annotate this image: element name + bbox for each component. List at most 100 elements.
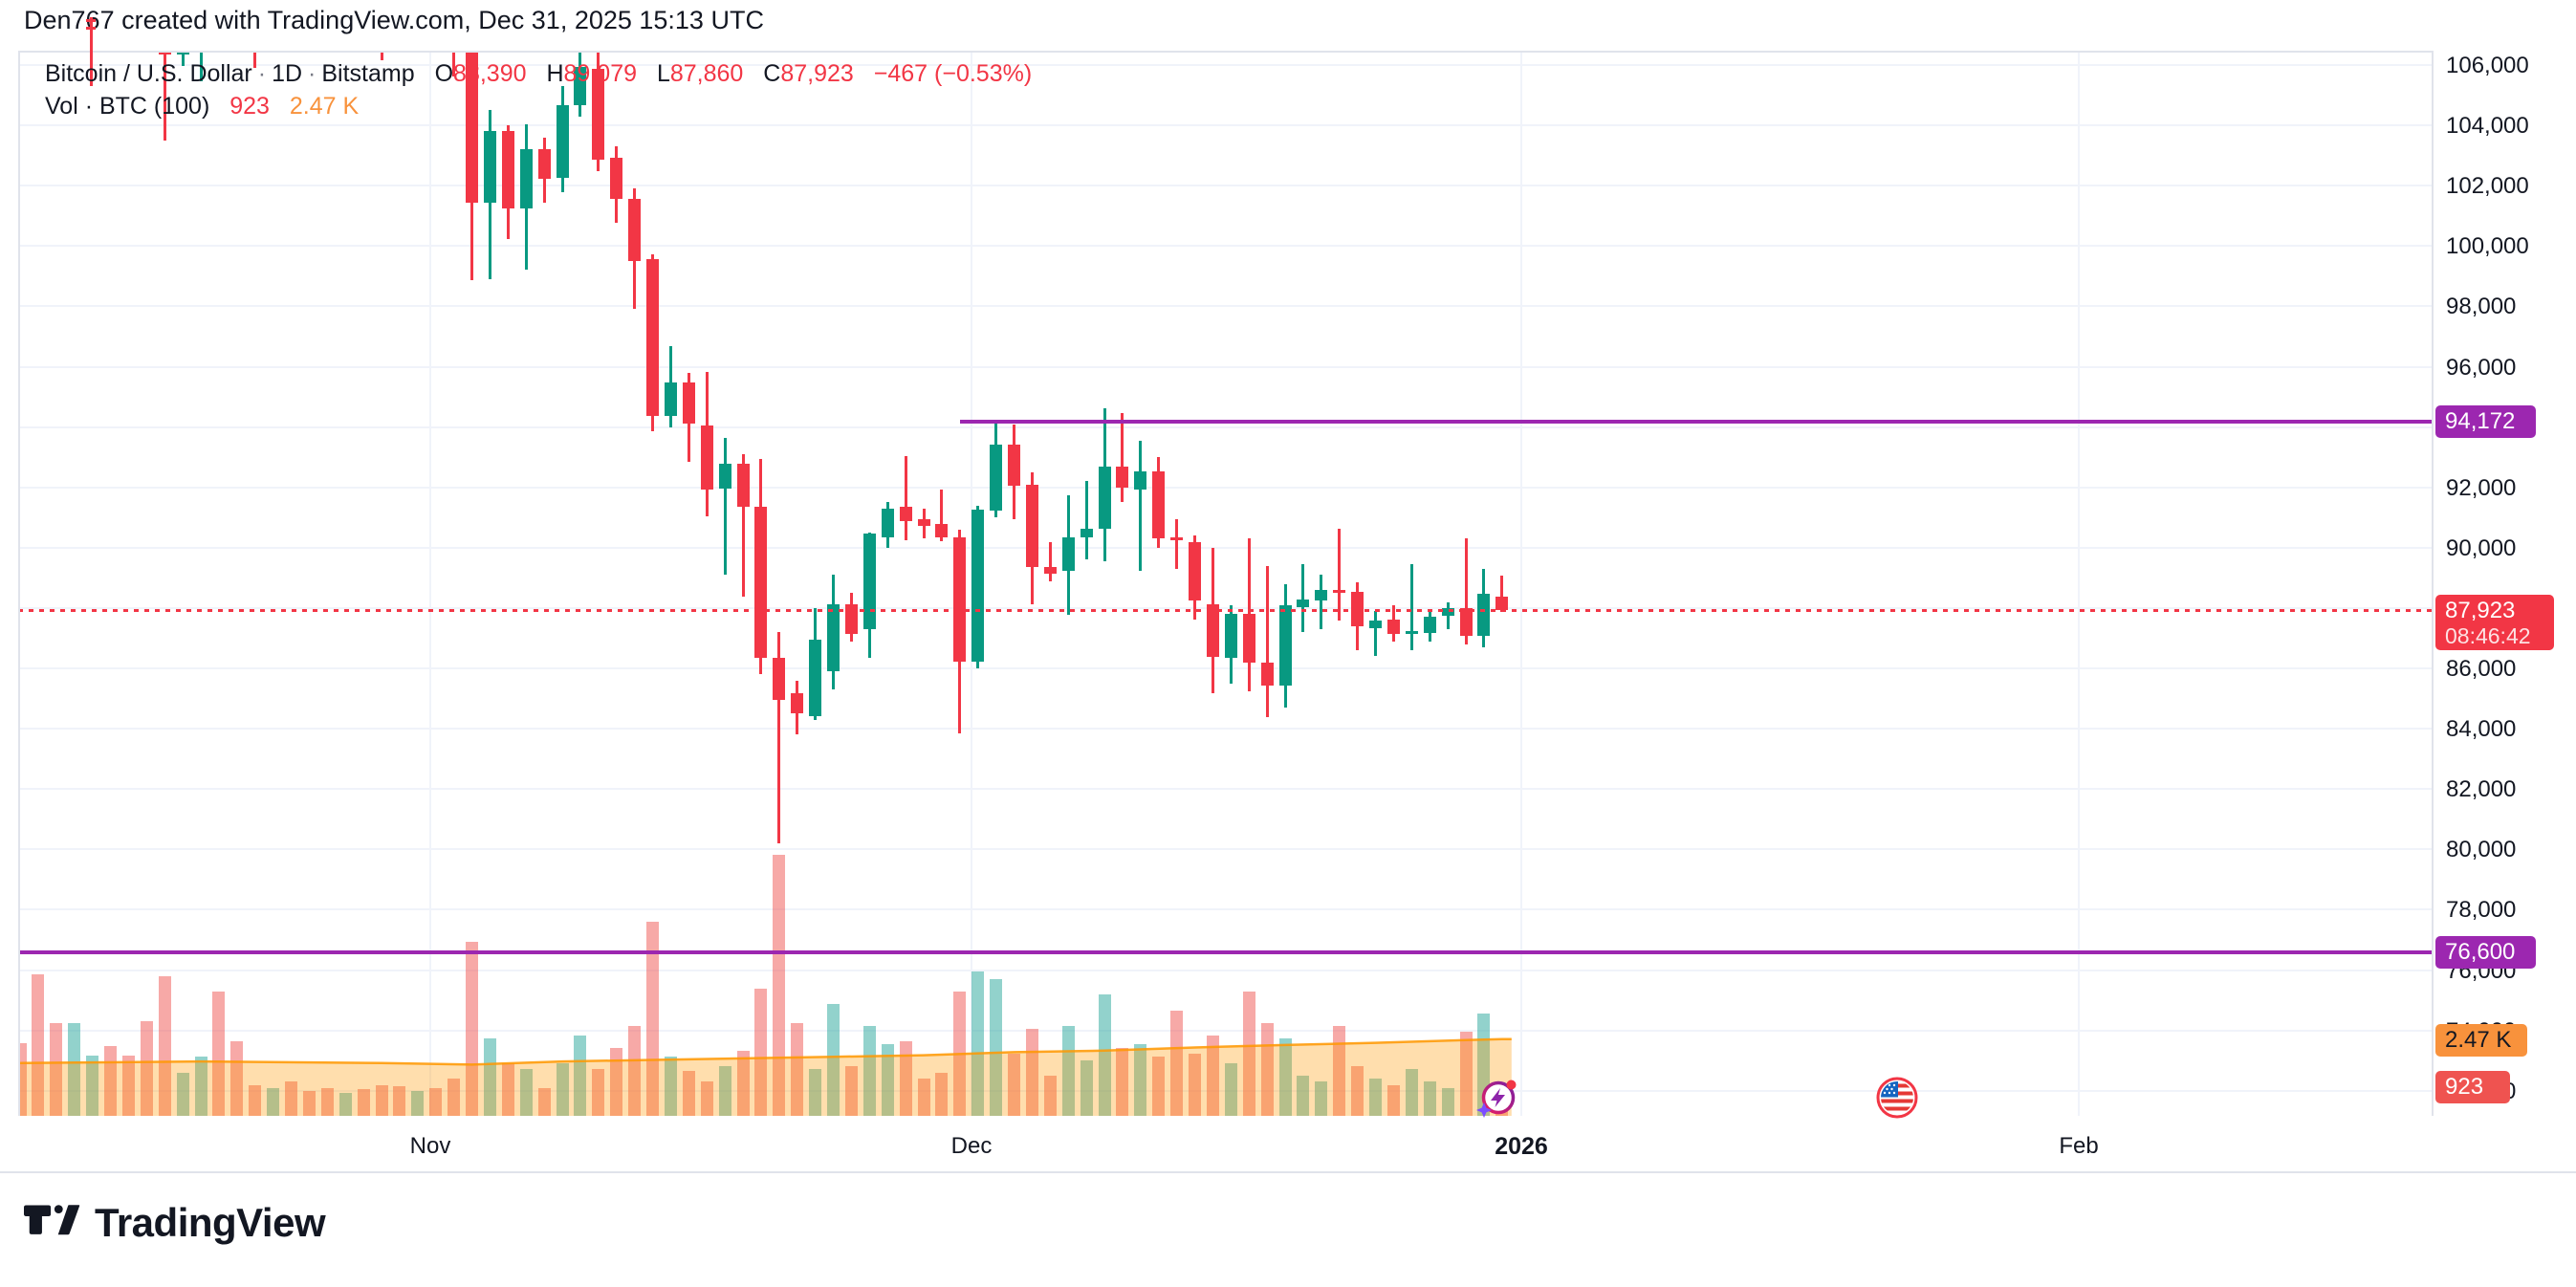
candle [899,506,912,522]
price-tick-label: 82,000 [2446,776,2517,803]
vertical-gridline [971,51,972,1116]
volume-bar [1043,1075,1057,1116]
volume-bar [1405,1069,1418,1116]
candle [827,604,840,672]
horizontal-gridline [18,969,2432,971]
volume-bar [574,1035,587,1116]
volume-bar [537,1087,551,1116]
volume-bar [1134,1044,1147,1116]
volume-bar [50,1022,63,1116]
volume-bar [1441,1087,1454,1116]
volume-bar [628,1025,642,1116]
volume-bar [230,1041,244,1116]
horizontal-gridline [18,667,2432,669]
exchange-label[interactable]: Bitstamp [321,60,415,87]
low-value: 87,860 [669,60,744,87]
high-label: H [546,60,564,87]
volume-bar [1242,992,1255,1116]
volume-bar [971,971,985,1116]
candle [1025,485,1038,567]
candle-wick [253,51,257,69]
volume-bar [664,1057,677,1116]
change-value: −467 (−0.53%) [873,60,1033,87]
price-tick-label: 90,000 [2446,534,2517,561]
volume-bar [483,1037,496,1116]
volume-bar [881,1044,894,1116]
chart-pane[interactable] [18,51,2432,1116]
volume-bar [1098,994,1111,1116]
volume-bar [899,1041,912,1116]
symbol-title[interactable]: Bitcoin / U.S. Dollar [45,60,252,87]
volume-bar [501,1062,514,1116]
open-value: 88,390 [453,60,527,87]
vertical-gridline [429,51,431,1116]
horizontal-gridline [18,305,2432,308]
volume-bar [375,1084,388,1116]
volume-bar [556,1062,569,1116]
candle-wick [1139,441,1143,572]
alert-low-badge: 76,600 [2435,935,2536,969]
last-price-badge: 87,923 08:46:42 [2435,595,2554,651]
alert-high-badge: 94,172 [2435,405,2536,439]
tradingview-logo-mark-icon [24,1195,81,1250]
candle [1459,608,1473,637]
close-value: 87,923 [780,60,854,87]
vertical-gridline [1520,51,1522,1116]
volume-bar [917,1079,930,1116]
candle [736,464,750,507]
candle [773,657,786,700]
price-tick-label: 84,000 [2446,716,2517,743]
volume-bar [357,1089,370,1116]
candle [501,130,514,208]
candle-wick [1409,563,1413,651]
volume-ma-area [18,1037,1512,1116]
volume-bar [1080,1059,1093,1116]
volume-bar [1152,1057,1166,1116]
volume-bar [302,1091,316,1116]
candle [519,149,533,208]
time-tick-label: Feb [2059,1133,2099,1159]
volume-bar [773,855,786,1116]
legend-symbol-row[interactable]: Bitcoin / U.S. Dollar · 1D · Bitstamp O88,39… [45,57,1032,90]
volume-bar [320,1087,334,1116]
tradingview-logo[interactable]: TradingView [24,1195,326,1250]
candle-wick [1048,542,1052,582]
price-tick-label: 100,000 [2446,233,2529,260]
price-axis[interactable]: 106,000 104,000 102,000 100,000 98,000 96,000… [2432,51,2576,1169]
us-flag-event-icon[interactable] [1875,1076,1919,1120]
alert-line-94172[interactable] [959,420,2432,425]
legend-separator: · [257,60,267,87]
legend-volume-row[interactable]: Vol · BTC (100) 923 2.47 K [45,90,1032,122]
time-axis[interactable]: Nov Dec 2026 Feb [0,1116,2576,1173]
horizontal-gridline [18,486,2432,489]
candle-wick [1301,564,1305,633]
volume-bar [519,1069,533,1116]
volume-bar [1333,1025,1346,1116]
candle-wick [1175,518,1179,569]
candle-wick [1084,481,1088,560]
price-tick-label: 98,000 [2446,294,2517,320]
candle [1369,621,1382,629]
volume-bar [844,1066,858,1116]
candle [1242,614,1255,663]
horizontal-gridline [18,425,2432,428]
open-label: O [434,60,454,87]
interval-label[interactable]: 1D [272,60,303,87]
candle [1206,604,1219,657]
price-tick-label: 96,000 [2446,354,2517,381]
ai-spark-event-icon[interactable] [1476,1076,1520,1120]
time-tick-label: Nov [409,1133,451,1159]
volume-bar [448,1079,461,1116]
candle [1170,536,1184,540]
legend-separator: · [308,60,317,87]
price-tick-label: 80,000 [2446,837,2517,863]
alert-line-76600[interactable] [18,949,2432,954]
volume-bar [176,1072,189,1116]
attribution-text: Den767 created with TradingView.com, Dec… [24,6,764,34]
volume-indicator-label[interactable]: Vol · BTC (100) [45,93,210,120]
candle [700,425,713,491]
price-tick-label: 102,000 [2446,173,2529,200]
candle [1297,600,1310,607]
volume-bar [1061,1025,1075,1116]
